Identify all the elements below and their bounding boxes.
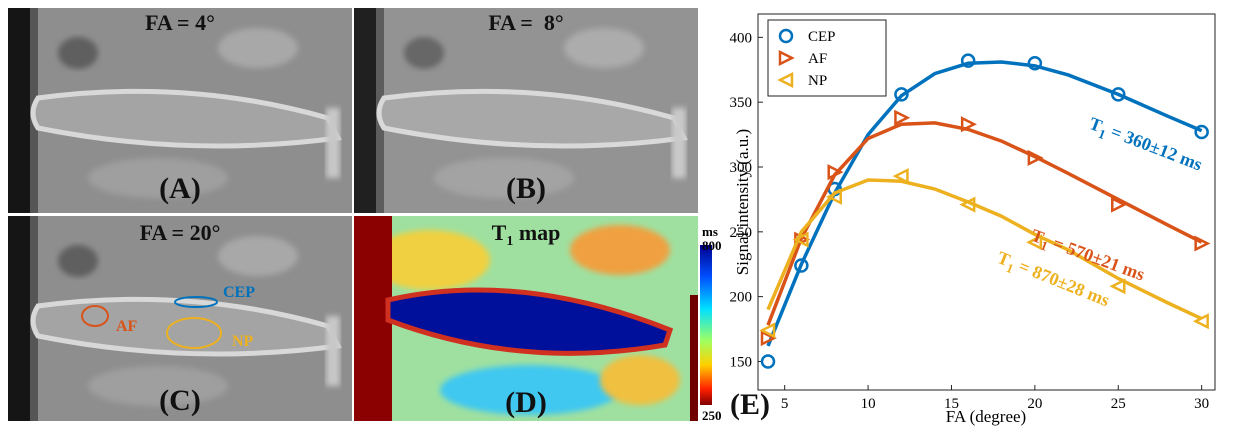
data-point: [1196, 237, 1208, 249]
legend-label: CEP: [808, 29, 836, 45]
panel-label: (B): [506, 172, 546, 205]
x-tick-label: 25: [1111, 396, 1126, 412]
y-tick-label: 400: [730, 30, 753, 46]
panel-label: (C): [159, 384, 201, 417]
panel-title: FA = 4°: [145, 10, 215, 35]
panel-a: FA = 4° (A): [8, 8, 352, 213]
data-point: [895, 112, 907, 124]
panel-b: FA = 8° (B): [354, 8, 698, 213]
panel-label: (D): [505, 386, 547, 419]
panel-title: T1 map: [492, 220, 561, 249]
x-tick-label: 5: [781, 396, 789, 412]
figure: FA = 4° (A) FA = 8° (B) FA = 20° CEP AF …: [0, 0, 1239, 433]
roi-label: NP: [232, 333, 254, 350]
x-tick-label: 20: [1027, 396, 1042, 412]
legend-label: AF: [808, 51, 827, 67]
colorbar-unit: ms: [702, 224, 718, 239]
panel-title: FA = 8°: [488, 10, 563, 35]
data-point: [762, 324, 774, 336]
panel-title: FA = 20°: [140, 220, 221, 245]
panel-label: (A): [159, 172, 201, 205]
y-tick-label: 300: [730, 160, 753, 176]
data-point: [762, 355, 774, 367]
y-tick-label: 200: [730, 290, 753, 306]
y-tick-label: 250: [730, 225, 753, 241]
y-axis-label: Signal intensity (a.u.): [733, 129, 752, 275]
fit-line: [768, 123, 1202, 325]
x-tick-label: 15: [944, 396, 959, 412]
panel-c: FA = 20° CEP AF NP (C): [8, 216, 352, 421]
y-tick-label: 150: [730, 354, 753, 370]
colorbar: [700, 245, 712, 405]
fit-line: [768, 180, 1202, 319]
data-point: [962, 118, 974, 130]
fit-line: [768, 62, 1202, 346]
panel-d: T1 map (D) ms 800 250: [354, 216, 722, 423]
y-tick-label: 350: [730, 95, 753, 111]
panel-label: (E): [730, 388, 770, 421]
colorbar-max: 800: [702, 238, 722, 253]
roi-label: AF: [116, 318, 138, 335]
annotation-text: = 360±12 ms: [1104, 120, 1205, 175]
data-point: [1196, 126, 1208, 138]
legend-label: NP: [808, 73, 827, 89]
x-tick-label: 10: [861, 396, 876, 412]
roi-label: CEP: [223, 284, 255, 301]
x-tick-label: 30: [1194, 396, 1209, 412]
colorbar-min: 250: [702, 408, 722, 423]
data-point: [1112, 280, 1124, 292]
